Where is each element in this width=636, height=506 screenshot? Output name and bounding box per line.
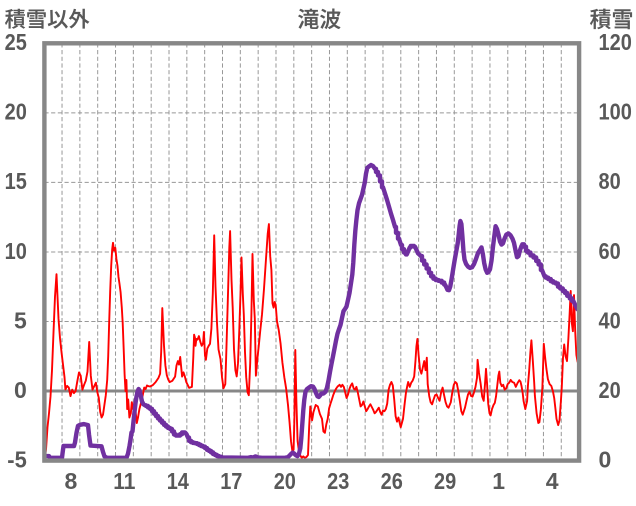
svg-text:29: 29 [434, 468, 456, 494]
svg-text:0: 0 [599, 446, 612, 472]
svg-text:25: 25 [5, 29, 27, 55]
svg-text:60: 60 [599, 238, 621, 264]
svg-text:8: 8 [65, 468, 78, 494]
svg-text:17: 17 [220, 468, 242, 494]
svg-text:10: 10 [5, 238, 27, 264]
svg-text:20: 20 [274, 468, 296, 494]
svg-text:11: 11 [113, 468, 135, 494]
svg-text:4: 4 [546, 468, 559, 494]
svg-text:15: 15 [5, 168, 27, 194]
svg-text:40: 40 [599, 307, 621, 333]
svg-text:0: 0 [14, 377, 27, 403]
svg-text:23: 23 [327, 468, 349, 494]
svg-text:20: 20 [599, 377, 621, 403]
svg-text:1: 1 [492, 468, 505, 494]
svg-text:100: 100 [599, 99, 632, 125]
svg-text:5: 5 [14, 307, 27, 333]
svg-text:14: 14 [167, 468, 189, 494]
svg-text:80: 80 [599, 168, 621, 194]
svg-text:120: 120 [599, 29, 632, 55]
svg-text:26: 26 [381, 468, 403, 494]
svg-text:-5: -5 [7, 446, 27, 472]
svg-text:20: 20 [5, 99, 27, 125]
